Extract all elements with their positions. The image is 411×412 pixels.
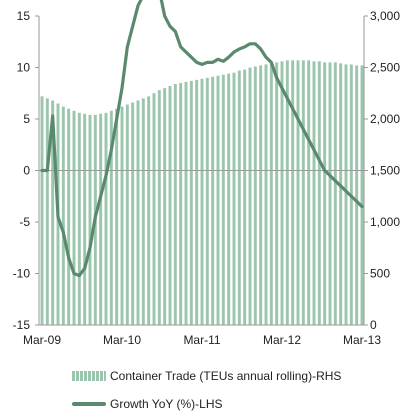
bar: [280, 61, 284, 325]
legend-bar-swatch: [72, 371, 106, 381]
x-tick-label: Mar-09: [23, 333, 61, 347]
bar: [285, 60, 289, 325]
bar: [104, 112, 108, 325]
line-series: [40, 0, 364, 278]
left-tick-label: 0: [23, 164, 30, 178]
bar: [83, 113, 87, 325]
bar: [259, 65, 263, 325]
bar: [264, 64, 268, 325]
bar: [120, 106, 124, 325]
bar: [339, 63, 343, 325]
bar: [189, 80, 193, 325]
left-tick-label: 10: [17, 61, 31, 75]
right-tick-label: 1,000: [370, 215, 400, 229]
bar: [216, 75, 220, 326]
bar: [291, 60, 295, 325]
bar: [323, 62, 327, 325]
bar: [51, 100, 55, 326]
bar: [253, 66, 257, 325]
bar: [195, 79, 199, 325]
left-tick-label: 5: [23, 112, 30, 126]
bar: [147, 96, 151, 325]
bar: [131, 102, 135, 326]
bar: [328, 62, 332, 325]
x-tick-label: Mar-12: [263, 333, 301, 347]
bar: [232, 72, 236, 326]
bar: [269, 63, 273, 325]
bar: [115, 108, 119, 325]
legend-line-label: Growth YoY (%)-LHS: [110, 397, 223, 411]
bar: [109, 110, 113, 325]
right-tick-label: 0: [370, 318, 377, 332]
bar: [168, 86, 172, 325]
right-tick-label: 3,000: [370, 9, 400, 23]
legend-item-bars: Container Trade (TEUs annual rolling)-RH…: [72, 369, 341, 383]
bar: [45, 98, 49, 326]
bar: [221, 74, 225, 326]
bar: [355, 65, 359, 325]
bar: [77, 112, 81, 325]
right-tick-label: 2,500: [370, 61, 400, 75]
bar: [99, 113, 103, 325]
bar: [136, 100, 140, 326]
bar: [184, 81, 188, 325]
bar: [152, 93, 156, 325]
bar: [237, 70, 241, 325]
bar: [61, 106, 65, 325]
bar: [40, 96, 44, 325]
bar: [141, 98, 145, 326]
bar: [72, 110, 76, 325]
bar: [205, 77, 209, 325]
bar: [200, 78, 204, 325]
left-tick-label: -10: [13, 267, 31, 281]
growth-line: [40, 0, 364, 278]
legend-bar-label: Container Trade (TEUs annual rolling)-RH…: [110, 369, 342, 383]
bar: [173, 83, 177, 325]
bar: [243, 69, 247, 325]
left-axis-ticks: 15 10 5 0 -5 -10 -15: [13, 9, 39, 332]
left-tick-label: 15: [17, 9, 31, 23]
bar: [179, 82, 183, 325]
legend-item-line: Growth YoY (%)-LHS: [72, 397, 223, 411]
bar: [301, 60, 305, 325]
bar: [307, 60, 311, 325]
x-tick-label: Mar-13: [343, 333, 381, 347]
bar: [125, 104, 129, 325]
bar: [344, 64, 348, 325]
bar: [296, 60, 300, 325]
right-tick-label: 2,000: [370, 112, 400, 126]
bar: [211, 76, 215, 326]
right-tick-label: 500: [370, 267, 390, 281]
bar: [317, 61, 321, 325]
bar: [360, 65, 364, 325]
bar: [248, 67, 252, 325]
right-axis-ticks: 3,000 2,500 2,000 1,500 1,000 500 0: [364, 9, 400, 332]
left-tick-label: -15: [13, 318, 31, 332]
x-axis-ticks: Mar-09 Mar-10 Mar-11 Mar-12 Mar-13: [23, 333, 381, 347]
x-tick-label: Mar-11: [183, 333, 220, 347]
bar: [157, 90, 161, 325]
legend-line-swatch: [72, 402, 106, 406]
right-tick-label: 1,500: [370, 164, 400, 178]
bar: [312, 61, 316, 325]
bar-series: [40, 60, 364, 326]
bar: [88, 114, 92, 325]
bar: [227, 73, 231, 326]
bar: [333, 62, 337, 325]
x-tick-label: Mar-10: [103, 333, 141, 347]
bar: [163, 88, 167, 325]
bar: [67, 108, 71, 325]
bar: [275, 62, 279, 325]
left-tick-label: -5: [19, 215, 30, 229]
